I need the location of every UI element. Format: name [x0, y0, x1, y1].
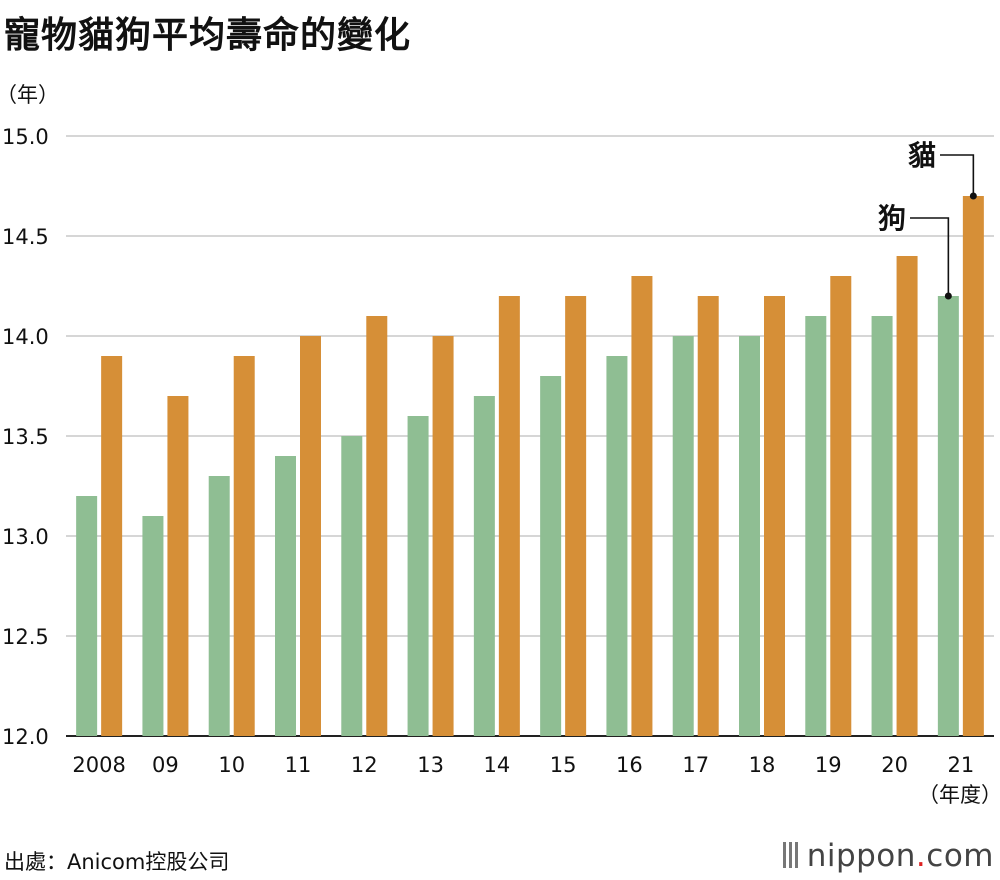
cat-bar — [830, 276, 852, 736]
x-tick-label: 20 — [881, 753, 908, 777]
dog-bar — [606, 356, 628, 736]
bars — [76, 196, 984, 736]
x-tick-label: 12 — [351, 753, 378, 777]
x-tick-label: 21 — [947, 753, 974, 777]
x-axis-label: （年度） — [918, 783, 1000, 807]
cat-annotation-label: 貓 — [908, 139, 936, 172]
cat-annotation-line — [940, 154, 975, 196]
x-tick-label: 19 — [815, 753, 842, 777]
y-tick-label: 13.0 — [2, 525, 49, 549]
cat-bar — [233, 356, 255, 736]
dog-bar — [208, 476, 230, 736]
dog-bar — [540, 376, 562, 736]
dog-bar — [142, 516, 164, 736]
y-axis-label: （年） — [0, 83, 59, 107]
y-tick-label: 14.0 — [2, 325, 49, 349]
cat-bar — [764, 296, 785, 736]
dog-bar — [805, 316, 827, 736]
x-tick-label: 17 — [682, 753, 709, 777]
dog-bar — [407, 416, 429, 736]
logo-dot: . — [915, 838, 927, 874]
annotations: 貓狗 — [878, 139, 977, 300]
cat-bar — [962, 196, 984, 736]
logo-tld: com — [926, 838, 994, 874]
cat-bar — [300, 336, 321, 736]
tick-labels: 12.0 12.5 13.0 13.5 14.0 14.5 15.0 2008 09 10 11 12… — [2, 125, 974, 777]
logo-stripes-icon — [782, 840, 801, 876]
gridlines — [66, 135, 994, 737]
nippon-logo: nippon.com — [782, 838, 994, 876]
dog-annotation-line — [910, 217, 950, 296]
cat-bar — [101, 356, 123, 736]
dog-annotation-label: 狗 — [878, 202, 906, 235]
x-tick-label: 14 — [483, 753, 510, 777]
x-tick-label: 11 — [285, 753, 312, 777]
y-tick-label: 12.5 — [2, 625, 49, 649]
dog-bar — [341, 436, 363, 736]
dog-annotation-dot — [944, 292, 952, 300]
dog-bar — [275, 456, 296, 736]
y-tick-label: 15.0 — [2, 125, 49, 149]
logo-brand: nippon — [806, 838, 916, 874]
x-tick-label: 13 — [417, 753, 444, 777]
cat-bar — [896, 256, 918, 736]
dog-bar — [739, 336, 760, 736]
y-tick-label: 12.0 — [2, 725, 49, 749]
cat-bar — [432, 336, 454, 736]
cat-bar — [565, 296, 587, 736]
cat-bar — [167, 396, 189, 736]
x-tick-label: 09 — [152, 753, 179, 777]
dog-bar — [871, 316, 893, 736]
dog-bar — [76, 496, 98, 736]
cat-bar — [366, 316, 388, 736]
x-tick-label: 16 — [616, 753, 643, 777]
y-tick-label: 14.5 — [2, 225, 49, 249]
dog-bar — [473, 396, 495, 736]
dog-bar — [937, 296, 959, 736]
chart-title: 寵物貓狗平均壽命的變化 — [4, 15, 412, 56]
dog-bar — [672, 336, 694, 736]
cat-bar — [631, 276, 653, 736]
cat-bar — [697, 296, 719, 736]
x-tick-label: 10 — [218, 753, 245, 777]
source-note: 出處：Anicom控股公司 — [4, 850, 230, 874]
x-tick-label: 2008 — [72, 753, 125, 777]
cat-annotation-dot — [969, 192, 977, 200]
cat-bar — [498, 296, 520, 736]
x-tick-label: 18 — [749, 753, 776, 777]
bar-chart: （年） （年度） 12.012.513.013.514.014.515.0200… — [0, 83, 1000, 807]
x-tick-label: 15 — [550, 753, 577, 777]
y-tick-label: 13.5 — [2, 425, 49, 449]
